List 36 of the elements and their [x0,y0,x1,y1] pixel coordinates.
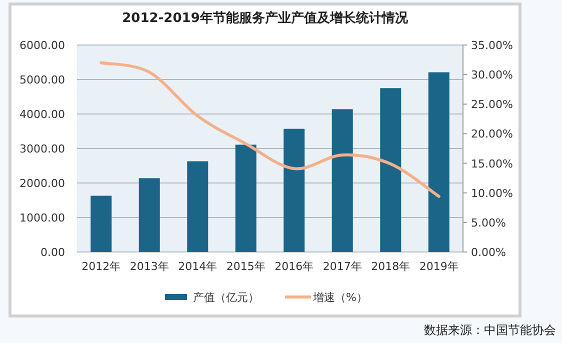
bar [284,128,305,252]
line-series [100,61,440,198]
legend-label: 增速（%） [312,291,368,304]
y2-tick-label: 30.00% [471,68,513,82]
x-tick-label: 2018年 [371,260,410,273]
chart-title: 2012-2019年节能服务产业产值及增长统计情况 [122,10,409,26]
y-tick-label: 3000.00 [20,142,65,156]
y2-tick-label: 15.00% [471,157,513,170]
bar [138,178,160,252]
y2-tick-label: 10.00% [471,186,513,200]
y2-tick-label: 5.00% [471,216,506,230]
x-tick-label: 2019年 [419,260,458,273]
x-tick-label: 2017年 [322,260,362,273]
bar [380,88,402,252]
bar [235,144,256,252]
legend-label: 产值（亿元） [193,291,259,304]
x-tick-label: 2012年 [82,260,121,273]
x-tick-label: 2015年 [226,260,266,273]
y-tick-label: 6000.00 [20,39,65,52]
x-tick-label: 2013年 [130,260,169,273]
x-tick-label: 2014年 [178,260,218,273]
y-tick-label: 5000.00 [20,74,65,86]
x-tick-label: 2016年 [274,260,314,273]
y2-tick-label: 20.00% [471,128,513,141]
bar [332,109,353,252]
bar [90,196,112,252]
y-tick-label: 0.00 [40,246,65,259]
y-tick-label: 2000.00 [20,177,65,190]
source-note: 数据来源：中国节能协会 [424,323,556,337]
bar [187,161,208,252]
y-tick-label: 4000.00 [20,108,65,121]
y2-tick-label: 35.00% [471,39,513,52]
y2-tick-label: 0.00% [471,246,506,259]
y-tick-label: 1000.00 [20,212,65,224]
bar [428,72,450,252]
y2-tick-label: 25.00% [471,98,513,112]
